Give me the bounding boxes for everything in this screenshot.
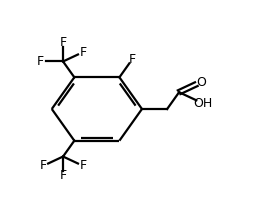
Text: F: F [129, 53, 136, 66]
Text: F: F [36, 55, 43, 68]
Text: O: O [196, 75, 206, 89]
Text: OH: OH [193, 97, 212, 110]
Text: F: F [39, 159, 47, 172]
Text: F: F [80, 159, 87, 172]
Text: F: F [59, 36, 67, 49]
Text: F: F [80, 46, 87, 59]
Text: F: F [59, 169, 67, 182]
